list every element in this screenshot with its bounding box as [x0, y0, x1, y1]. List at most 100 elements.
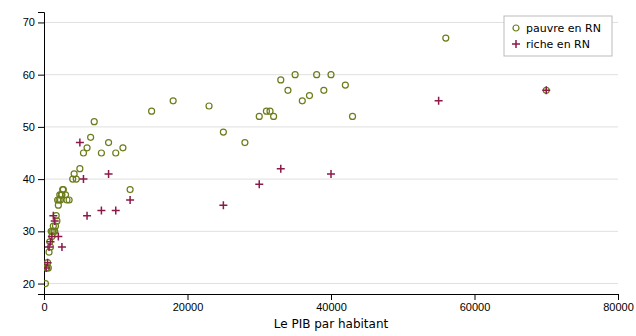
point	[149, 108, 155, 114]
y-tick-mark	[38, 127, 44, 128]
point	[51, 217, 59, 225]
point	[170, 98, 176, 104]
point	[342, 82, 348, 88]
y-tick-mark	[38, 231, 44, 232]
legend-swatch	[512, 40, 520, 48]
point	[277, 165, 285, 173]
point	[79, 175, 87, 183]
y-tick: 40	[23, 173, 44, 185]
point	[219, 201, 227, 209]
legend-item: riche en RN	[512, 38, 590, 51]
point	[542, 86, 550, 94]
x-tick-label: 60000	[460, 301, 491, 313]
point	[328, 72, 334, 78]
x-tick-mark	[188, 294, 189, 300]
point	[285, 87, 291, 93]
point	[435, 97, 443, 105]
point	[127, 187, 133, 193]
x-tick-label: 0	[41, 301, 47, 313]
point	[98, 150, 104, 156]
point	[206, 103, 212, 109]
x-axis-title: Le PIB par habitant	[274, 317, 389, 331]
x-tick: 0	[41, 294, 47, 313]
point	[113, 150, 119, 156]
point	[255, 180, 263, 188]
y-tick: 60	[23, 69, 44, 81]
chart: 0 20000 40000 60000 80000 20 30 40 50 60 70 pauvre …	[0, 0, 636, 336]
x-tick: 60000	[460, 294, 491, 313]
grid-line	[44, 231, 618, 232]
point	[220, 129, 226, 135]
x-tick: 80000	[603, 294, 634, 313]
point	[88, 134, 94, 140]
x-tick: 20000	[173, 294, 204, 313]
point	[83, 212, 91, 220]
point	[292, 72, 298, 78]
point	[120, 145, 126, 151]
point	[105, 170, 113, 178]
point	[44, 259, 52, 267]
y-tick-mark	[38, 179, 44, 180]
point	[77, 166, 83, 172]
point	[76, 139, 84, 147]
y-tick: 30	[23, 225, 44, 237]
grid-line	[44, 74, 618, 75]
y-axis: 20 30 40 50 60 70	[23, 13, 45, 295]
y-axis-line	[38, 13, 45, 295]
legend: pauvre en RN riche en RN	[504, 16, 612, 56]
legend-label: pauvre en RN	[526, 22, 601, 35]
series	[44, 86, 550, 272]
point	[112, 206, 120, 214]
y-tick-label: 60	[23, 69, 35, 81]
point	[443, 35, 449, 41]
point	[58, 243, 66, 251]
point	[49, 212, 57, 220]
x-tick: 40000	[316, 294, 347, 313]
point	[126, 196, 134, 204]
y-tick: 70	[23, 16, 44, 28]
point	[327, 170, 335, 178]
grid-line	[44, 126, 618, 127]
point	[45, 243, 53, 251]
point	[73, 176, 79, 182]
x-tick-mark	[475, 294, 476, 300]
point	[97, 206, 105, 214]
y-tick-label: 70	[23, 16, 35, 28]
point	[46, 238, 54, 246]
point	[299, 98, 305, 104]
y-tick: 20	[23, 278, 44, 290]
point	[278, 77, 284, 83]
point	[66, 197, 72, 203]
y-tick-label: 50	[23, 121, 35, 133]
x-tick-label: 40000	[316, 301, 347, 313]
x-tick-mark	[618, 294, 619, 300]
point	[106, 140, 112, 146]
y-tick-label: 40	[23, 173, 35, 185]
x-tick-label: 20000	[173, 301, 204, 313]
legend-label: riche en RN	[526, 38, 590, 51]
y-tick-label: 20	[23, 278, 35, 290]
point	[271, 113, 277, 119]
point	[321, 87, 327, 93]
series	[44, 35, 549, 286]
points	[44, 35, 550, 286]
point	[256, 113, 262, 119]
y-tick-mark	[38, 284, 44, 285]
point	[242, 140, 248, 146]
grid-line	[44, 179, 618, 180]
y-tick-label: 30	[23, 225, 35, 237]
legend-box	[504, 16, 612, 56]
point	[44, 281, 48, 287]
x-tick-label: 80000	[603, 301, 634, 313]
point	[84, 145, 90, 151]
plot: 0 20000 40000 60000 80000 20 30 40 50 60 70 pauvre …	[23, 13, 634, 313]
y-tick-mark	[38, 75, 44, 76]
x-axis-line	[45, 295, 619, 301]
legend-swatch	[513, 25, 519, 31]
y-tick: 50	[23, 121, 44, 133]
x-tick-mark	[331, 294, 332, 300]
point	[91, 119, 97, 125]
y-tick-mark	[38, 22, 44, 23]
point	[543, 87, 549, 93]
point	[306, 93, 312, 99]
